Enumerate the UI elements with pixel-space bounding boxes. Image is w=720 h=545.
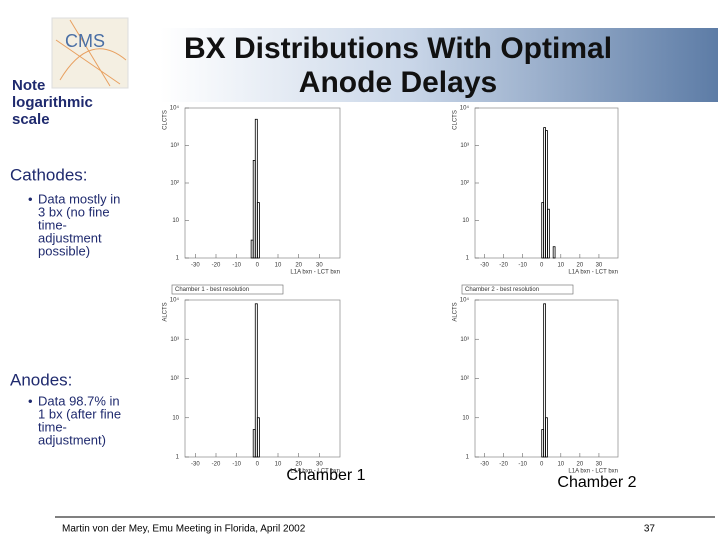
caption: Chamber 2 — [557, 474, 636, 491]
x-tick-label: -30 — [480, 462, 489, 468]
x-tick-label: 20 — [295, 263, 302, 269]
y-tick-label: 10³ — [170, 143, 179, 149]
y-tick-label: 10² — [170, 181, 179, 187]
histogram-bar — [543, 303, 546, 458]
x-tick-label: 0 — [256, 462, 260, 468]
x-axis-label: L1A bxn - LCT bxn — [290, 469, 340, 475]
x-tick-label: -10 — [518, 263, 527, 269]
y-axis-label: ALCTS — [163, 302, 169, 321]
histogram-bar — [547, 208, 550, 259]
y-tick-label: 10⁴ — [170, 297, 180, 304]
y-tick-label: 1 — [466, 256, 470, 262]
y-tick-label: 10⁴ — [170, 105, 180, 112]
plot-frame — [184, 107, 341, 259]
y-tick-label: 10² — [170, 376, 179, 382]
y-tick-label: 1 — [176, 455, 180, 461]
x-tick-label: -30 — [480, 263, 489, 269]
y-tick-label: 1 — [466, 455, 470, 461]
x-tick-label: 30 — [596, 462, 603, 468]
x-tick-label: -20 — [212, 263, 221, 269]
x-axis-label: L1A bxn - LCT bxn — [568, 469, 618, 475]
note-line: scale — [12, 111, 50, 128]
logo-lines — [55, 19, 127, 87]
bullet-line: time- — [38, 419, 67, 434]
x-tick-label: 0 — [256, 263, 260, 269]
histogram-bar — [254, 118, 258, 259]
bullet-line: Data mostly in — [38, 191, 120, 206]
x-tick-label: 30 — [596, 263, 603, 269]
caption: Chamber 1 — [286, 467, 365, 484]
histogram-bar — [545, 417, 548, 458]
x-tick-label: -10 — [232, 263, 241, 269]
plot-frame — [474, 299, 619, 458]
x-tick-label: -30 — [191, 263, 200, 269]
x-tick-label: 10 — [557, 462, 564, 468]
y-tick-label: 10³ — [460, 337, 469, 343]
legend-box — [461, 284, 574, 295]
x-axis-label: L1A bxn - LCT bxn — [290, 270, 340, 276]
y-axis-label: ALCTS — [453, 302, 459, 321]
y-tick-label: 10 — [172, 415, 179, 421]
x-tick-label: 30 — [316, 462, 323, 468]
section-heading: Anodes: — [10, 370, 72, 389]
title-banner — [160, 28, 718, 102]
title: Anode Delays — [299, 66, 497, 99]
page-number: 37 — [644, 524, 656, 535]
y-axis-label: CLCTS — [163, 110, 169, 130]
note: Note logarithmic scale — [12, 77, 93, 128]
bullet-line: possible) — [38, 243, 90, 258]
histogram-bar — [545, 130, 548, 259]
bullet-line: adjustment — [38, 230, 102, 245]
x-tick-label: 0 — [540, 263, 544, 269]
bullet-line: Data 98.7% in — [38, 393, 120, 408]
x-tick-label: 10 — [275, 263, 282, 269]
x-tick-label: -10 — [232, 462, 241, 468]
legend-text: Chamber 2 - best resolution — [465, 287, 539, 293]
bullet-line: adjustment) — [38, 432, 106, 447]
x-tick-label: 20 — [295, 462, 302, 468]
x-tick-label: 0 — [540, 462, 544, 468]
bullet-dot: • — [28, 191, 33, 206]
x-tick-label: -20 — [499, 263, 508, 269]
x-tick-label: 10 — [275, 462, 282, 468]
logo-text: CMS — [65, 31, 105, 51]
legend-text: Chamber 1 - best resolution — [175, 287, 249, 293]
y-tick-label: 10⁴ — [460, 297, 470, 304]
x-tick-label: -20 — [212, 462, 221, 468]
histogram-bar — [552, 246, 556, 259]
y-tick-label: 10 — [462, 218, 469, 224]
footer-text: Martin von der Mey, Emu Meeting in Flori… — [62, 524, 306, 535]
y-tick-label: 10² — [460, 181, 469, 187]
x-tick-label: 30 — [316, 263, 323, 269]
bullet-line: 1 bx (after fine — [38, 406, 121, 421]
note-line: logarithmic — [12, 94, 93, 111]
x-tick-label: 20 — [577, 263, 584, 269]
bullet-line: time- — [38, 217, 67, 232]
plot-frame — [184, 299, 341, 458]
x-tick-label: 20 — [577, 462, 584, 468]
x-axis-label: L1A bxn - LCT bxn — [568, 270, 618, 276]
x-tick-label: 10 — [557, 263, 564, 269]
y-tick-label: 10⁴ — [460, 105, 470, 112]
histogram-bar — [256, 417, 260, 458]
x-tick-label: -20 — [499, 462, 508, 468]
y-tick-label: 10³ — [170, 337, 179, 343]
y-tick-label: 10³ — [460, 143, 469, 149]
bullet-dot: • — [28, 393, 33, 408]
note-line: Note — [12, 77, 45, 94]
bullet-line: 3 bx (no fine — [38, 204, 110, 219]
histogram-bar — [256, 202, 260, 259]
y-tick-label: 1 — [176, 256, 180, 262]
x-tick-label: -30 — [191, 462, 200, 468]
y-tick-label: 10² — [460, 376, 469, 382]
section-heading: Cathodes: — [10, 165, 88, 184]
histogram-bar — [254, 303, 258, 458]
y-tick-label: 10 — [462, 415, 469, 421]
y-axis-label: CLCTS — [453, 110, 459, 130]
title: BX Distributions With Optimal — [184, 32, 612, 65]
x-tick-label: -10 — [518, 462, 527, 468]
legend-box — [171, 284, 284, 295]
y-tick-label: 10 — [172, 218, 179, 224]
